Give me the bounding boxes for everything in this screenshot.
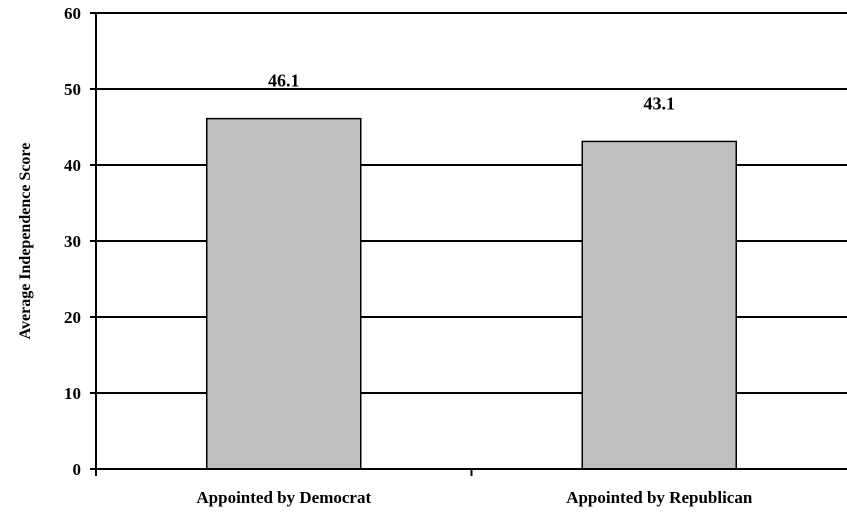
y-tick-label: 30 <box>64 232 81 251</box>
axes <box>90 12 847 476</box>
bar <box>206 117 362 470</box>
bars <box>206 117 737 470</box>
category-label: Appointed by Republican <box>566 488 753 507</box>
y-tick-label: 60 <box>64 4 81 23</box>
bar <box>581 140 737 470</box>
y-tick-label: 40 <box>64 156 81 175</box>
y-tick-label: 50 <box>64 80 81 99</box>
y-tick-label: 0 <box>73 460 82 479</box>
category-labels: Appointed by Democrat Appointed by Republ… <box>196 488 752 507</box>
y-tick-label: 10 <box>64 384 81 403</box>
y-tick-labels: 0 10 20 30 40 50 60 <box>64 4 81 479</box>
data-label: 43.1 <box>644 93 676 113</box>
data-label: 46.1 <box>268 71 300 91</box>
category-label: Appointed by Democrat <box>196 488 371 507</box>
data-labels: 46.1 43.1 <box>268 71 675 114</box>
y-axis-title: Average Independence Score <box>17 143 34 340</box>
y-tick-label: 20 <box>64 308 81 327</box>
